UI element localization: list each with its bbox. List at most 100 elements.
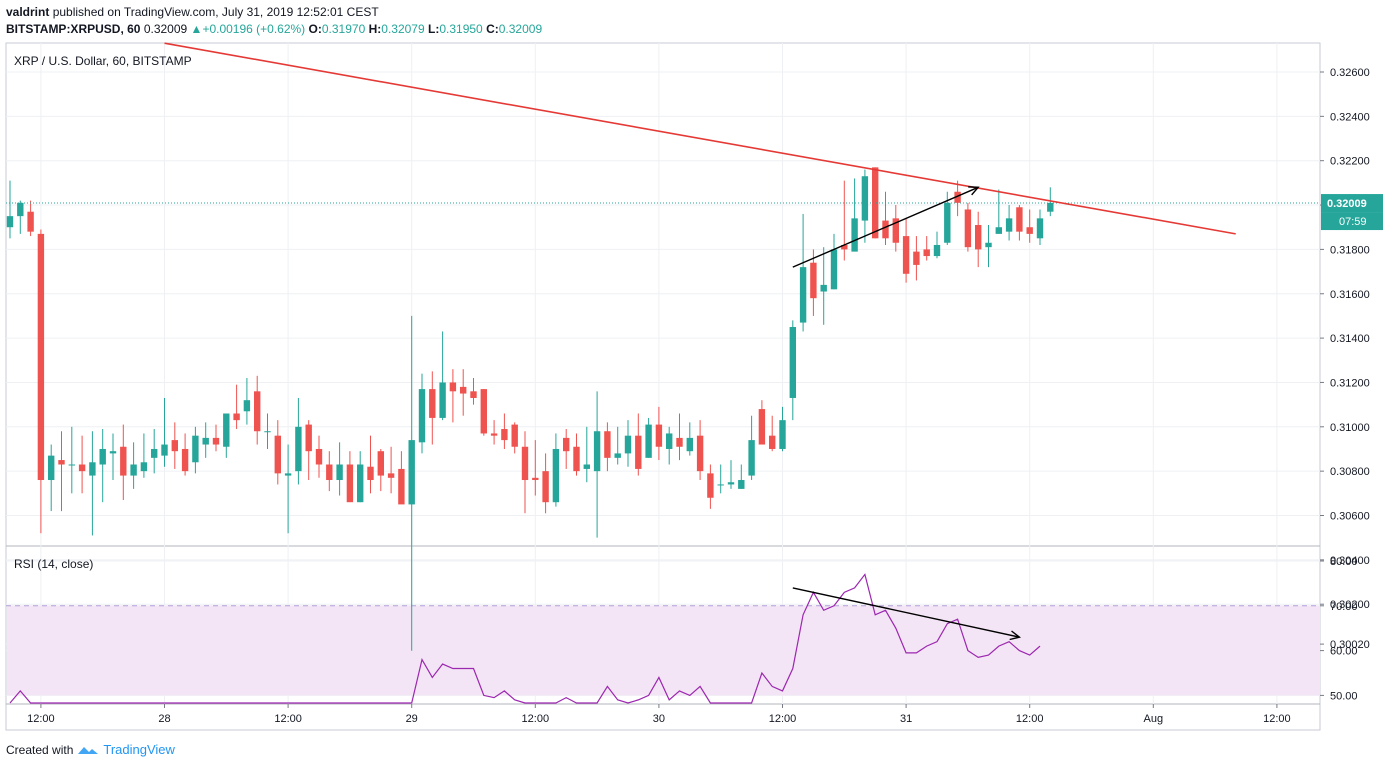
chart-title: XRP / U.S. Dollar, 60, BITSTAMP	[14, 54, 192, 68]
candle-body	[738, 480, 745, 489]
open-label: O:	[308, 22, 322, 36]
candle-body	[810, 262, 817, 299]
symbol-label: BITSTAMP:XRPUSD, 60	[6, 22, 141, 36]
price-tick-label: 0.32600	[1330, 67, 1370, 79]
tradingview-logo-icon	[78, 746, 99, 754]
tradingview-brand[interactable]: TradingView	[103, 742, 175, 757]
candle-body	[872, 167, 879, 239]
time-axis[interactable]: 12:00 28 12:00 29 12:00 30 12:00 31 12:00 Aug 12:0…	[27, 704, 1291, 725]
candle-body	[892, 218, 899, 243]
candle-body	[449, 382, 457, 392]
candle-body	[357, 464, 364, 503]
close-value: 0.32009	[498, 22, 543, 36]
time-tick-label: 12:00	[27, 713, 55, 725]
candle-body	[707, 473, 714, 498]
candle-body	[799, 267, 807, 323]
candle-body	[1026, 227, 1033, 234]
price-tick-label: 0.31200	[1330, 377, 1370, 389]
current-price: 0.32009	[143, 22, 188, 36]
close-label: C:	[486, 22, 499, 36]
price-arrow[interactable]	[792, 186, 980, 268]
up-triangle-icon: ▲	[190, 22, 203, 36]
candle-body	[490, 433, 498, 436]
time-tick-label: Aug	[1144, 713, 1164, 725]
candle-body	[233, 413, 240, 421]
price-tick-label: 0.30020	[1330, 639, 1370, 651]
candle-body	[902, 236, 910, 274]
candle-body	[408, 440, 415, 505]
candle-body	[254, 391, 261, 432]
candle-body	[284, 473, 292, 476]
candle-body	[305, 424, 312, 452]
candle-body	[429, 389, 436, 418]
time-tick-label: 30	[653, 713, 665, 725]
price-tick-label: 0.30800	[1330, 466, 1370, 478]
candle-body	[593, 431, 601, 472]
countdown-tag-label: 07:59	[1339, 216, 1367, 228]
rsi-title: RSI (14, close)	[14, 557, 93, 571]
candle-body	[521, 446, 529, 481]
candle-body	[48, 455, 55, 481]
candle-body	[624, 435, 632, 454]
candle-body	[604, 431, 611, 458]
time-tick-label: 28	[158, 713, 170, 725]
candle-body	[192, 435, 199, 463]
candle-body	[181, 448, 189, 472]
candle-body	[666, 433, 673, 449]
rsi-divergence-arrow[interactable]	[792, 587, 1021, 641]
candle-body	[274, 435, 281, 474]
candle-body	[6, 216, 14, 228]
price-tick-label: 0.30400	[1330, 555, 1370, 567]
created-with: Created with	[6, 742, 74, 757]
ohlc-legend: BITSTAMP:XRPUSD, 60 0.32009 ▲+0.00196 (+…	[6, 22, 542, 36]
publish-info: valdrint published on TradingView.com, J…	[6, 5, 379, 19]
arrow-head	[968, 186, 980, 196]
candle-body	[78, 464, 86, 472]
candle-body	[501, 429, 508, 441]
candle-body	[1047, 202, 1054, 212]
price-tick-label: 0.30600	[1330, 511, 1370, 523]
candle-body	[985, 242, 992, 248]
chart-frame	[5, 42, 1321, 731]
candle-body	[336, 464, 343, 481]
candle-body	[748, 440, 755, 476]
candle-body	[460, 386, 467, 394]
candle-body	[27, 211, 34, 232]
rsi-band	[7, 605, 1320, 696]
open-value: 0.31970	[321, 22, 366, 36]
candle-body	[655, 424, 663, 447]
price-tick-label: 0.31000	[1330, 422, 1370, 434]
candle-body	[727, 482, 735, 485]
candle-body	[686, 437, 693, 452]
candle-body	[99, 448, 106, 465]
last-price-tag-label: 0.32009	[1327, 198, 1367, 210]
rsi-axis[interactable]: 80.00 70.00 60.00 50.00	[1320, 556, 1358, 702]
price-tick-label: 0.31800	[1330, 244, 1370, 256]
candle-body	[212, 437, 220, 445]
time-tick-label: 12:00	[274, 713, 302, 725]
high-label: H:	[368, 22, 382, 36]
arrow-shaft	[792, 587, 1020, 638]
candle-body	[109, 451, 117, 454]
candle-body	[243, 400, 251, 412]
candle-body	[573, 446, 580, 472]
resistance-trendline[interactable]	[164, 42, 1236, 235]
price-tick-label: 0.31600	[1330, 289, 1370, 301]
candle-body	[37, 233, 45, 481]
candle-body	[964, 209, 972, 248]
candle-body	[923, 249, 930, 257]
candle-body	[583, 464, 590, 469]
candle-body	[954, 191, 961, 203]
candle-body	[1016, 207, 1023, 232]
author-name[interactable]: valdrint	[6, 5, 50, 19]
candle-body	[769, 435, 776, 449]
candle-body	[161, 444, 168, 456]
candle-body	[151, 448, 158, 458]
candle-body	[511, 424, 518, 447]
candle-body	[439, 382, 446, 418]
candle-body	[717, 484, 724, 486]
rsi-tick-label: 60.00	[1330, 646, 1358, 658]
countdown-tag	[1321, 212, 1383, 231]
candle-body	[223, 413, 230, 447]
